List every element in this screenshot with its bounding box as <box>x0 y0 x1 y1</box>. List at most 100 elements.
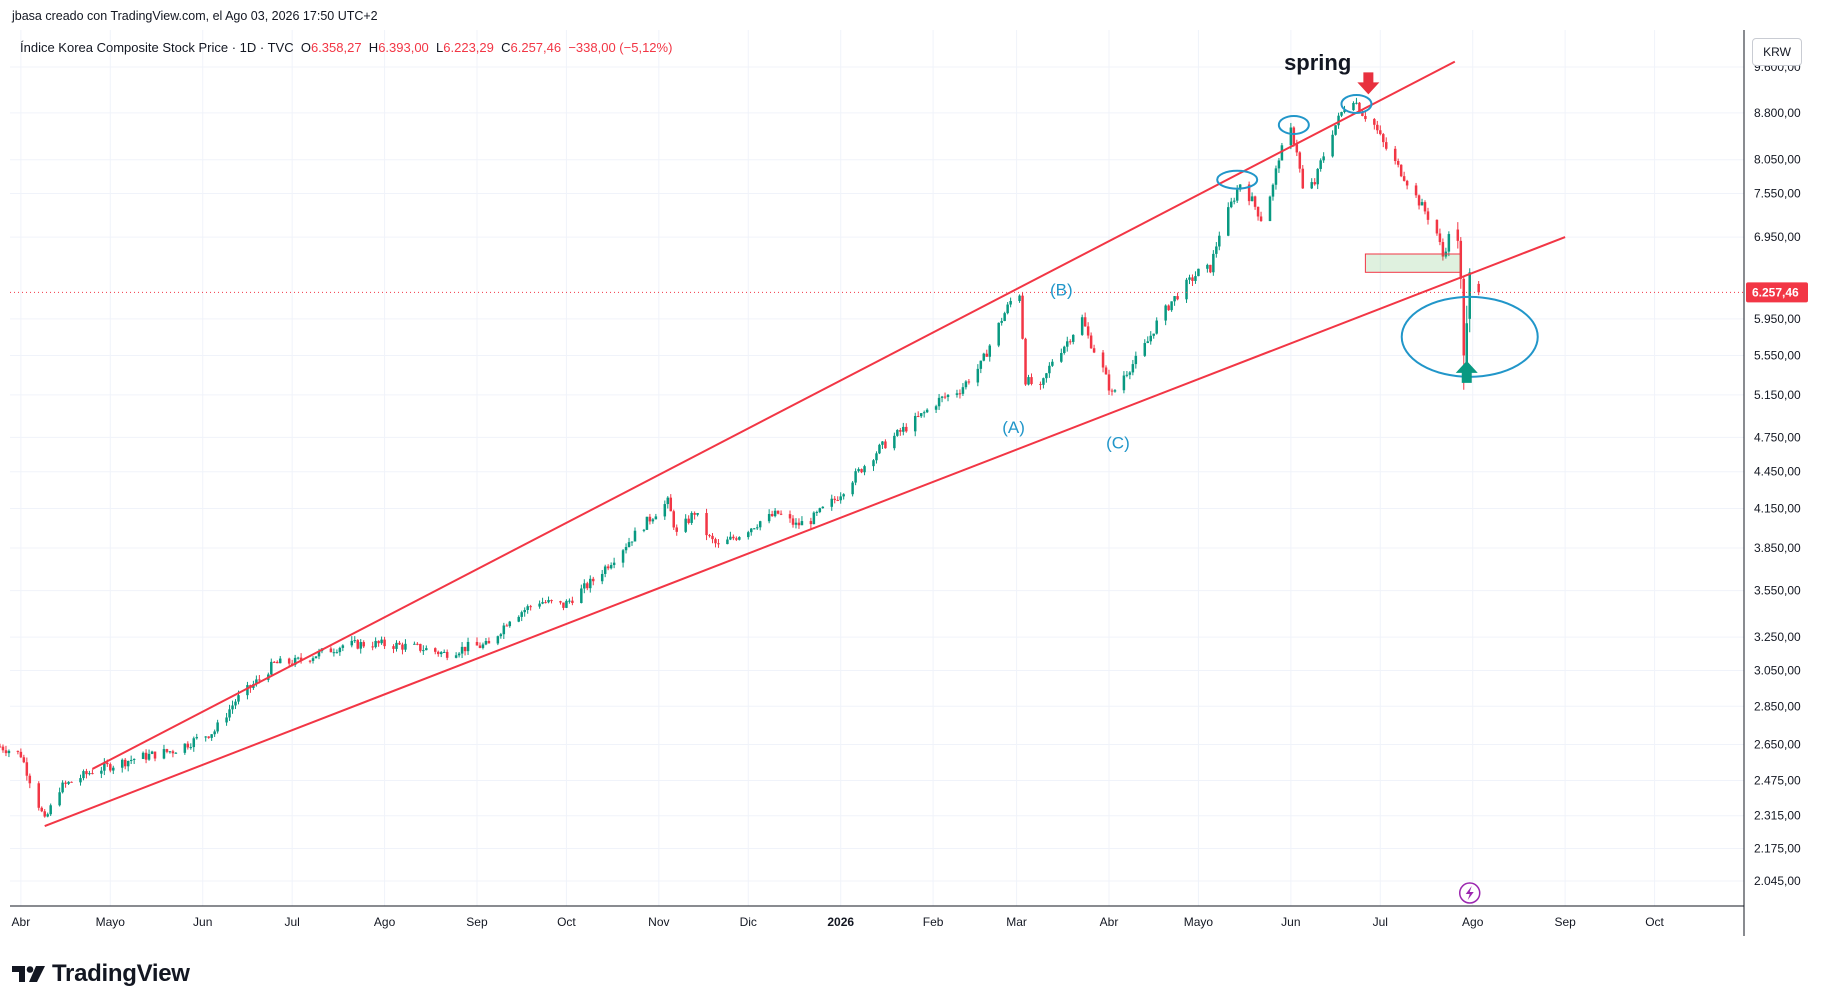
candle-body <box>174 752 178 754</box>
candle-body <box>1319 160 1322 169</box>
candle-body <box>985 353 989 357</box>
candle-body <box>550 600 553 602</box>
candle-body <box>112 767 115 771</box>
candle-body <box>544 602 547 604</box>
candle-body <box>207 736 210 738</box>
price-tick-label: 7.550,00 <box>1754 186 1801 200</box>
candle-body <box>308 660 312 662</box>
candle-body <box>1107 374 1111 391</box>
candle-body <box>341 645 345 648</box>
price-axis[interactable]: 9.600,008.800,008.050,007.550,006.950,00… <box>1743 30 1808 936</box>
candle-body <box>899 430 902 432</box>
candle-body <box>1277 160 1281 169</box>
candle-body <box>1068 341 1072 343</box>
candle-body <box>925 409 929 413</box>
candle-body <box>967 381 971 383</box>
legend-high-label: H <box>368 40 379 55</box>
candle-body <box>788 514 792 519</box>
candle-body <box>836 499 839 501</box>
candle-body <box>332 652 336 654</box>
price-tick-label: 4.150,00 <box>1754 501 1801 515</box>
candle-body <box>1259 216 1263 222</box>
time-tick-label: Sep <box>466 915 488 929</box>
candle-body <box>529 606 532 608</box>
candle-body <box>663 504 667 517</box>
candle-body <box>1104 367 1108 375</box>
candle-body <box>64 782 67 784</box>
candle-body <box>183 743 187 753</box>
candle-body <box>714 539 717 544</box>
legend-open-label: O <box>300 40 311 55</box>
time-tick-label: Feb <box>923 915 944 929</box>
candle-body <box>881 441 884 445</box>
candle-body <box>380 639 383 644</box>
candle-body <box>1271 184 1275 197</box>
candle-body <box>16 750 20 752</box>
candle-body <box>1134 355 1138 365</box>
candle-body <box>168 751 172 753</box>
candle-body <box>1334 125 1337 135</box>
candle-body <box>1122 375 1126 391</box>
currency-button[interactable]: KRW <box>1752 38 1802 66</box>
candle-body <box>70 781 73 783</box>
attribution-text: jbasa creado con TradingView.com, el Ago… <box>12 9 378 23</box>
candle-body <box>872 460 875 467</box>
candle-body <box>1352 102 1355 111</box>
candle-body <box>296 657 300 659</box>
candle-body <box>481 644 485 648</box>
candle-body <box>857 469 860 472</box>
candle-body <box>377 640 380 644</box>
time-tick-label: Jul <box>1373 915 1388 929</box>
time-tick-label: Nov <box>648 915 669 929</box>
candle-body <box>1340 112 1343 116</box>
candle-body <box>487 641 491 644</box>
candle-body <box>43 811 46 817</box>
candle-body <box>750 528 753 533</box>
candle-body <box>82 771 85 779</box>
price-tick-label: 6.950,00 <box>1754 230 1801 244</box>
tradingview-logo[interactable]: TradingView <box>12 960 190 988</box>
time-tick-label: Oct <box>557 915 576 929</box>
last-price-tag <box>1746 282 1808 303</box>
time-tick-label: Sep <box>1554 915 1576 929</box>
candle-body <box>559 601 562 603</box>
candle-body <box>192 738 196 748</box>
candle-body <box>708 535 711 537</box>
price-tick-label: 5.950,00 <box>1754 312 1801 326</box>
candle-body <box>460 646 464 654</box>
candle-body <box>520 612 523 617</box>
candle-body <box>800 521 804 526</box>
candle-body <box>338 647 342 653</box>
candle-body <box>478 645 482 648</box>
candle-body <box>103 762 106 771</box>
candle-body <box>687 518 690 523</box>
candle-body <box>186 743 190 748</box>
annotation-loop <box>1216 169 1259 190</box>
candle-body <box>67 781 70 784</box>
time-axis[interactable]: Abr Mayo Jun Jul Ago Sep Oct Nov Dic 2026 Feb Mar Ab… <box>10 905 1744 929</box>
candle-body <box>1086 326 1090 336</box>
candle-body <box>311 658 315 661</box>
candle-body <box>416 643 419 645</box>
candle-body <box>1280 145 1284 161</box>
tradingview-logo-icon <box>12 966 45 982</box>
candles <box>0 97 1480 818</box>
candle-body <box>234 701 237 706</box>
candle-body <box>884 441 887 449</box>
candle-body <box>612 562 616 566</box>
candle-body <box>735 538 738 540</box>
price-tick-label: 2.315,00 <box>1754 809 1801 823</box>
candle-body <box>1382 134 1385 143</box>
candle-body <box>943 396 947 398</box>
candle-body <box>1030 377 1033 384</box>
candle-body <box>287 658 291 664</box>
legend-close-label: C <box>501 40 511 55</box>
candle-body <box>1232 200 1236 202</box>
candle-body <box>1071 334 1075 342</box>
time-tick-label: Abr <box>1100 915 1119 929</box>
candle-body <box>144 752 148 760</box>
candle-body <box>976 368 980 383</box>
candle-body <box>425 648 428 651</box>
candle-body <box>1110 390 1114 392</box>
